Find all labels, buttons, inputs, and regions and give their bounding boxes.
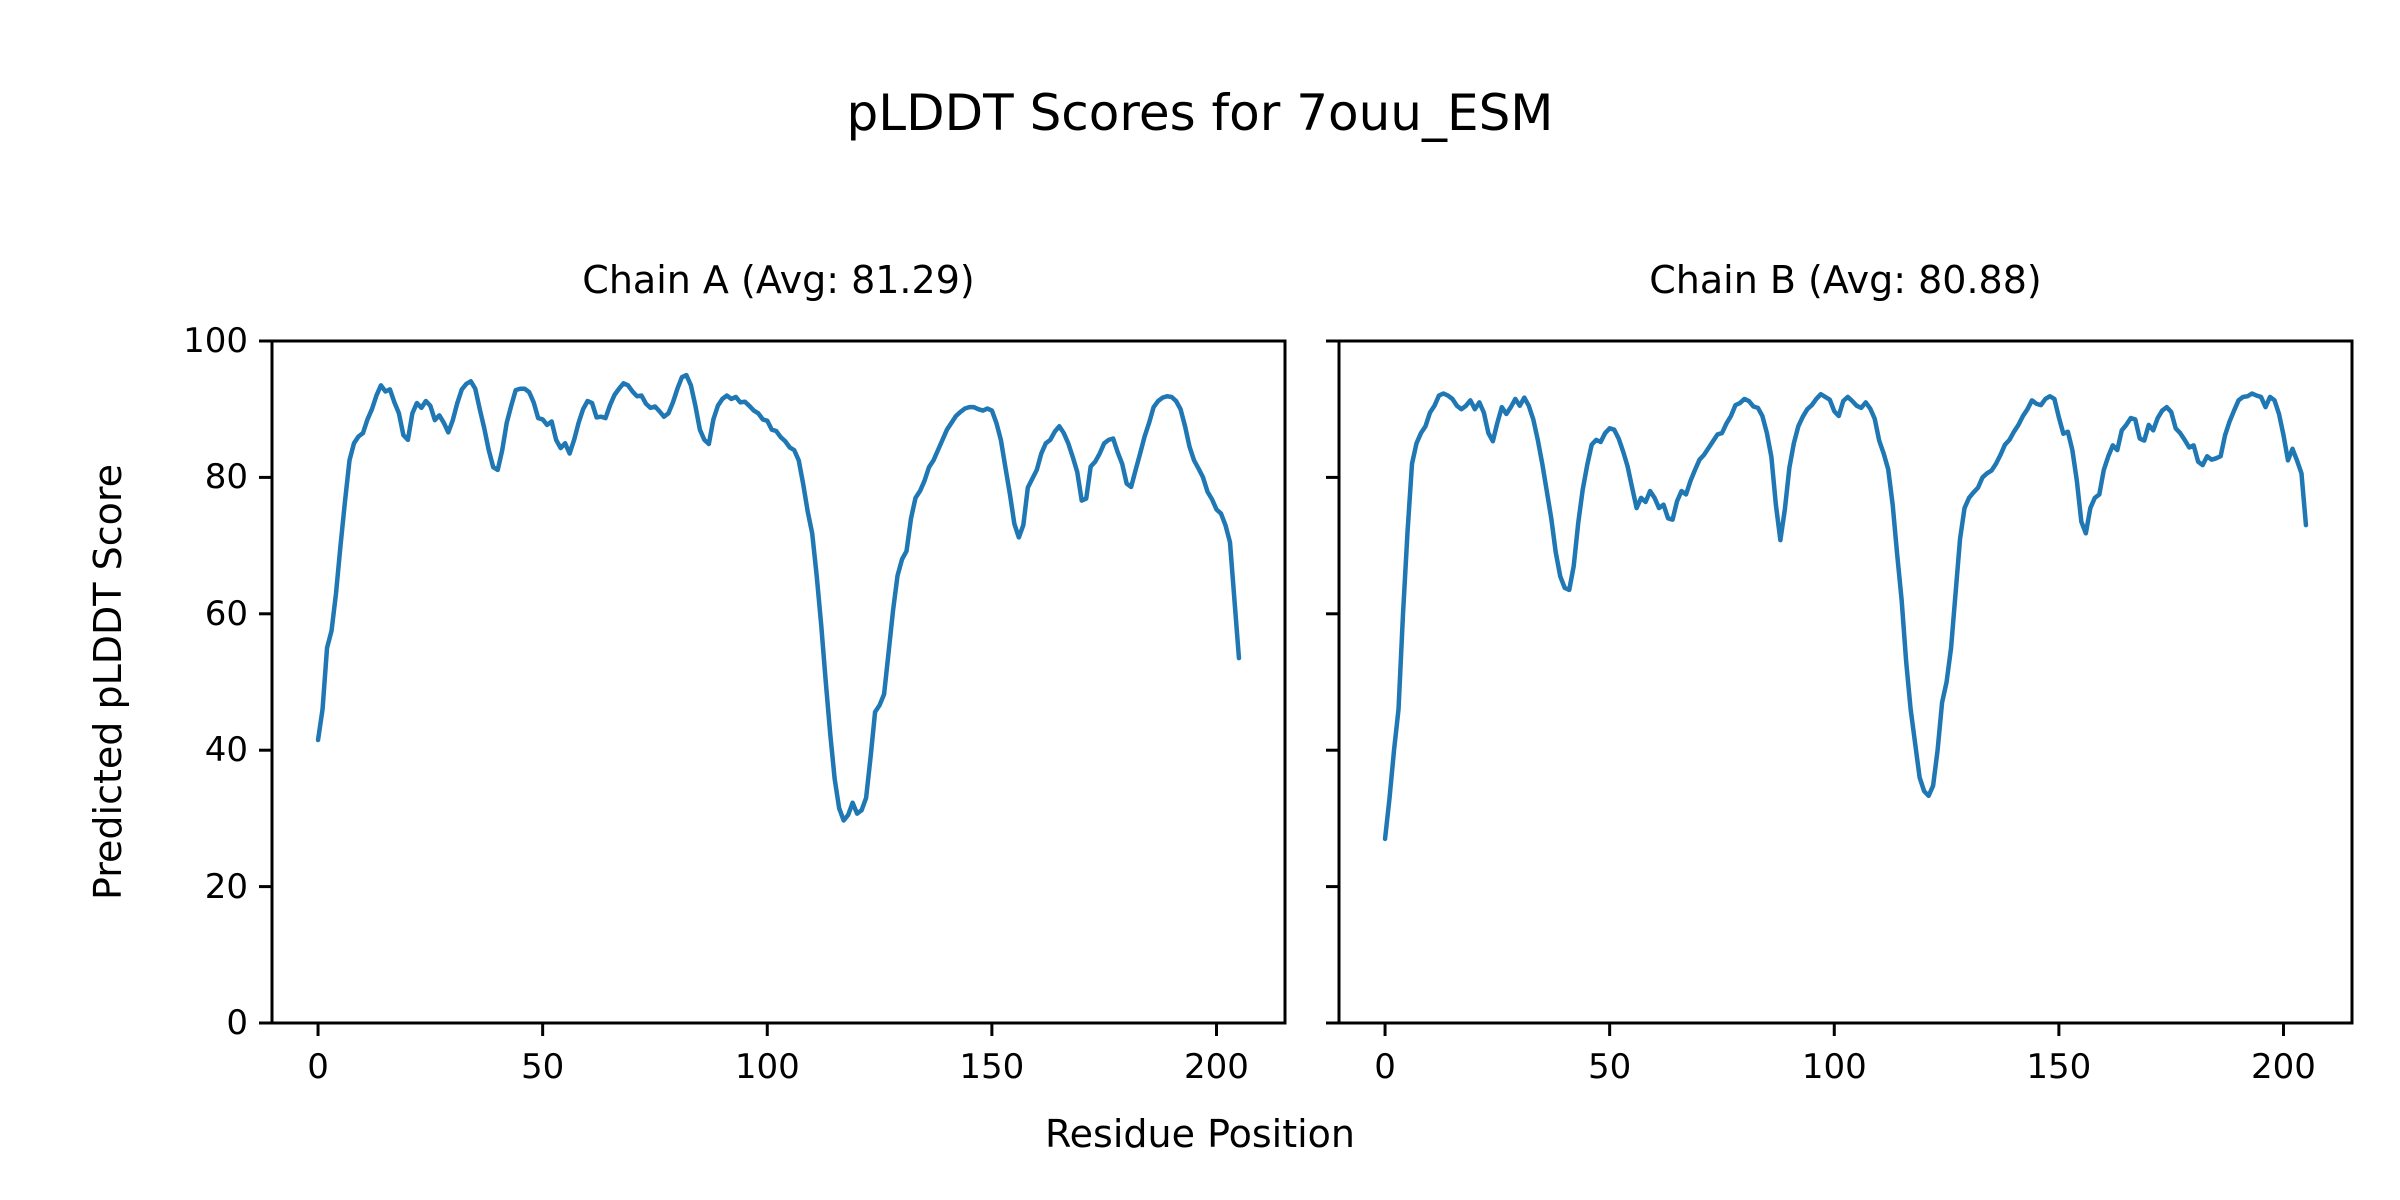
axes-spines: [1337, 339, 2354, 1025]
figure-suptitle: pLDDT Scores for 7ouu_ESM: [846, 84, 1554, 142]
chain-a-title: Chain A (Avg: 81.29): [582, 258, 975, 302]
x-tick-label: 0: [1374, 1047, 1396, 1087]
y-tick-label: 60: [204, 593, 248, 634]
x-tick-label: 200: [2251, 1047, 2316, 1087]
x-tick-label: 50: [1588, 1047, 1632, 1087]
y-axis-label: Predicted pLDDT Score: [86, 464, 130, 900]
chain-b-title: Chain B (Avg: 80.88): [1649, 258, 2042, 302]
y-tick-label: 20: [204, 866, 248, 907]
chain-b-chart-svg: [1326, 339, 2354, 1036]
x-tick-label: 0: [307, 1047, 329, 1087]
chain-b-plddt-line: [1382, 391, 2309, 842]
x-tick-label: 150: [959, 1047, 1025, 1087]
x-tick-label: 50: [521, 1047, 565, 1087]
chain-a-chart-svg: [259, 339, 1287, 1036]
x-tick-label: 100: [1801, 1047, 1867, 1087]
chain-a-plddt-line: [315, 372, 1242, 823]
x-tick-label: 150: [2026, 1047, 2092, 1087]
y-tick-label: 40: [204, 730, 248, 771]
x-tick-label: 100: [734, 1047, 800, 1087]
y-tick-label: 80: [204, 457, 248, 498]
y-tick-label: 100: [183, 321, 248, 361]
y-tick-label: 0: [226, 1003, 248, 1043]
axes-spines: [270, 339, 1287, 1025]
x-axis-label: Residue Position: [1044, 1112, 1356, 1156]
x-tick-label: 200: [1184, 1047, 1249, 1087]
